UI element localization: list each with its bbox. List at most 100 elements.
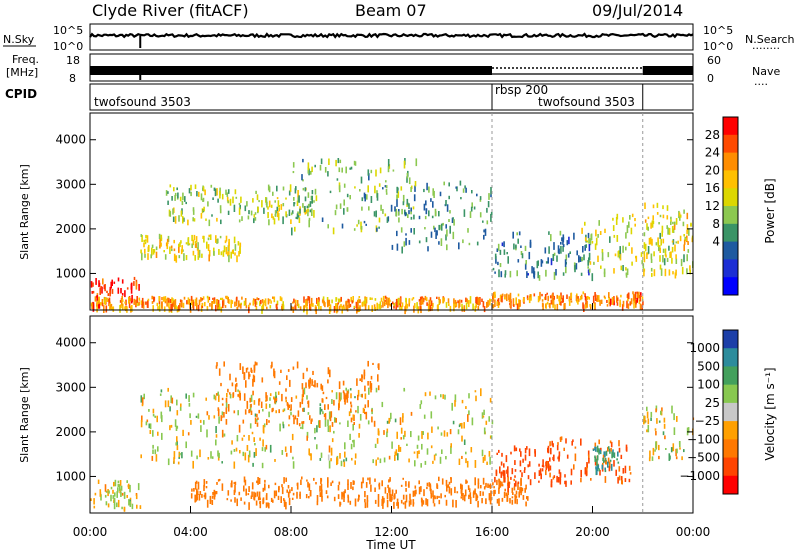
echo-cell [468,242,471,246]
echo-cell [356,378,358,386]
echo-cell [119,300,122,303]
echo-cell [141,297,144,306]
echo-cell [178,247,180,253]
echo-cell [551,293,554,302]
echo-cell [279,423,281,432]
echo-cell [347,483,349,490]
echo-cell [173,300,175,308]
colorbar-tick-label: 100 [697,378,720,392]
echo-cell [308,217,311,221]
echo-cell [473,206,476,210]
echo-cell [151,301,154,304]
echo-cell [634,223,636,227]
echo-cell [350,296,352,302]
echo-cell [589,304,592,310]
echo-cell [680,258,683,267]
echo-cell [251,491,253,497]
echo-cell [425,237,428,243]
echo-cell [526,496,528,500]
echo-cell [503,463,505,468]
echo-cell [478,298,480,306]
echo-cell [529,479,532,486]
echo-cell [389,303,391,307]
echo-cell [330,458,332,462]
echo-cell [361,197,364,202]
echo-cell [201,303,204,306]
echo-cell [512,231,514,239]
echo-cell [225,189,227,195]
echo-cell [296,213,299,220]
echo-cell [244,409,247,415]
echo-cell [525,260,527,265]
echo-cell [586,240,589,243]
echo-cell [675,241,678,244]
echo-cell [261,377,264,383]
echo-cell [519,448,521,452]
echo-cell [262,425,265,433]
echo-cell [686,254,688,262]
echo-cell [423,414,426,419]
echo-cell [295,216,298,219]
echo-cell [389,490,391,496]
echo-cell [357,304,359,313]
echo-cell [598,220,600,226]
echo-cell [314,437,316,440]
echo-cell [570,480,572,485]
echo-cell [126,480,128,483]
echo-cell [307,296,309,301]
echo-cell [433,495,436,498]
echo-cell [238,202,241,205]
echo-cell [234,384,237,392]
echo-cell [298,195,300,203]
echo-cell [211,495,214,499]
echo-cell [349,388,352,391]
echo-cell [306,431,309,439]
echo-cell [138,284,140,291]
echo-cell [101,299,104,305]
echo-cell [423,188,425,193]
echo-cell [596,466,599,469]
echo-cell [643,419,645,425]
echo-cell [538,275,541,281]
echo-cell [193,234,196,241]
echo-cell [220,415,223,422]
echo-cell [311,190,314,195]
echo-cell [360,481,363,489]
echo-cell [273,368,275,377]
echo-cell [217,301,220,308]
echo-cell [612,217,614,221]
echo-cell [420,400,423,405]
echo-cell [311,208,313,216]
echo-cell [338,185,341,193]
echo-cell [344,442,346,450]
echo-cell [198,249,201,258]
echo-cell [578,298,580,302]
echo-cell [248,304,250,307]
echo-cell [607,252,610,258]
echo-cell [396,243,399,251]
colorbar-cell [723,348,738,367]
echo-cell [490,211,493,216]
echo-cell [329,425,331,433]
echo-cell [617,477,619,484]
echo-cell [465,297,467,303]
echo-cell [434,395,437,400]
echo-cell [620,265,623,271]
echo-cell [456,186,458,192]
echo-cell [600,299,603,304]
echo-cell [616,213,619,220]
echo-cell [206,241,208,249]
echo-cell [462,493,464,501]
echo-cell [204,495,207,500]
echo-cell [567,253,570,258]
echo-cell [322,391,325,395]
echo-cell [520,245,522,248]
echo-cell [155,246,158,251]
echo-cell [215,434,218,438]
echo-cell [343,208,345,215]
echo-cell [374,298,377,301]
echo-cell [447,484,450,488]
echo-cell [580,477,582,483]
echo-cell [285,396,287,400]
